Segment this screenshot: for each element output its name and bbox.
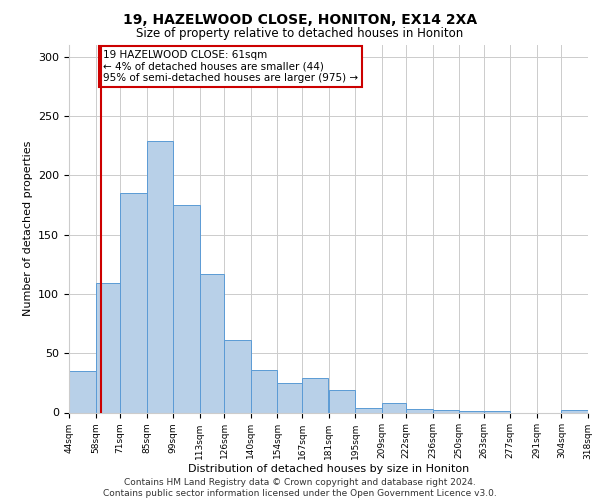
X-axis label: Distribution of detached houses by size in Honiton: Distribution of detached houses by size … xyxy=(188,464,469,474)
Bar xyxy=(200,274,224,412)
Bar xyxy=(302,378,329,412)
Bar xyxy=(120,193,146,412)
Bar xyxy=(224,340,251,412)
Bar xyxy=(433,410,459,412)
Bar xyxy=(146,141,173,412)
Bar xyxy=(277,383,302,412)
Bar xyxy=(95,284,120,412)
Bar xyxy=(562,410,588,412)
Text: 19, HAZELWOOD CLOSE, HONITON, EX14 2XA: 19, HAZELWOOD CLOSE, HONITON, EX14 2XA xyxy=(123,12,477,26)
Bar xyxy=(173,205,200,412)
Text: 19 HAZELWOOD CLOSE: 61sqm
← 4% of detached houses are smaller (44)
95% of semi-d: 19 HAZELWOOD CLOSE: 61sqm ← 4% of detach… xyxy=(103,50,358,83)
Bar xyxy=(329,390,355,412)
Bar xyxy=(406,409,433,412)
Bar xyxy=(251,370,277,412)
Bar xyxy=(355,408,382,412)
Bar xyxy=(69,371,95,412)
Y-axis label: Number of detached properties: Number of detached properties xyxy=(23,141,32,316)
Bar xyxy=(382,403,406,412)
Text: Size of property relative to detached houses in Honiton: Size of property relative to detached ho… xyxy=(136,28,464,40)
Text: Contains HM Land Registry data © Crown copyright and database right 2024.
Contai: Contains HM Land Registry data © Crown c… xyxy=(103,478,497,498)
